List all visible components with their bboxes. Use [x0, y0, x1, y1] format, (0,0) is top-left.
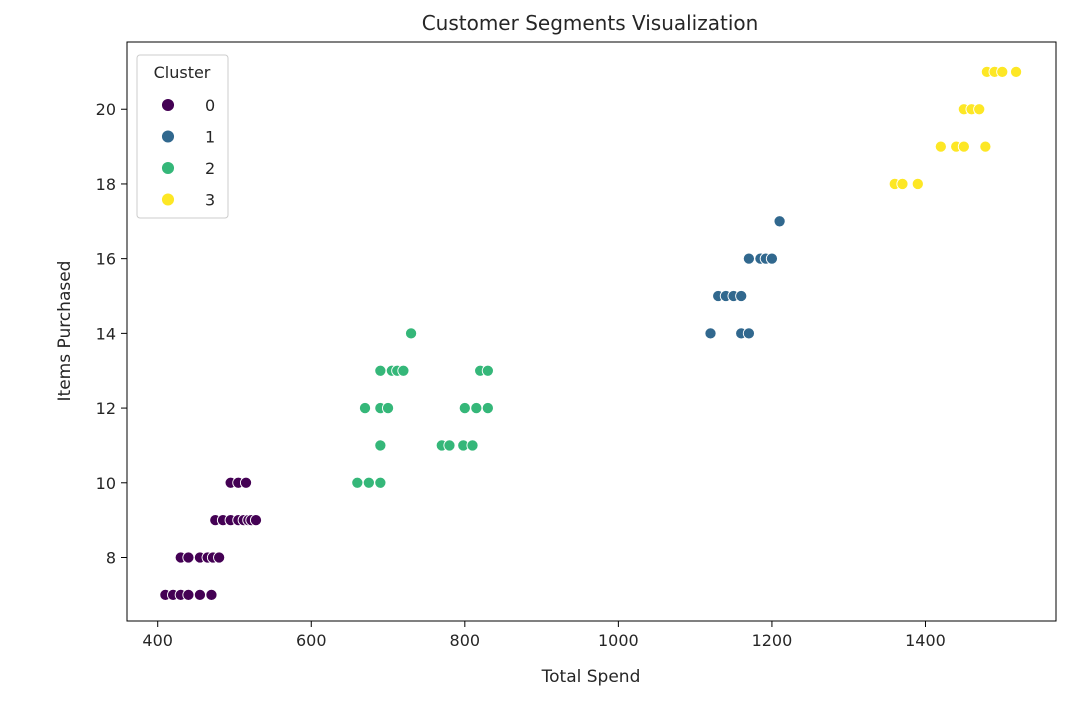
data-point	[896, 177, 909, 190]
data-point	[735, 289, 748, 303]
data-point	[381, 402, 395, 415]
y-tick-label: 12	[96, 399, 116, 418]
data-point	[773, 215, 786, 228]
data-point	[458, 402, 471, 415]
data-point	[249, 514, 263, 527]
data-point	[205, 588, 218, 601]
y-tick-label: 18	[96, 175, 116, 194]
legend-box	[136, 54, 229, 219]
data-point	[466, 439, 479, 452]
legend-entry-label: 1	[205, 128, 215, 147]
data-point	[996, 65, 1009, 78]
y-tick-label: 20	[96, 100, 116, 119]
y-tick-label: 16	[96, 250, 116, 269]
x-axis: 400 600 800 1000 1200 1400	[142, 621, 946, 650]
data-point	[934, 140, 947, 153]
x-axis-label: Total Spend	[541, 667, 641, 687]
data-point	[239, 476, 253, 489]
legend-marker	[161, 129, 175, 144]
y-tick-label: 10	[96, 474, 116, 493]
data-point	[765, 252, 778, 265]
data-point	[911, 177, 924, 190]
data-point	[979, 140, 992, 153]
data-point	[470, 402, 483, 415]
data-point	[704, 327, 717, 340]
legend-entry-label: 0	[205, 96, 215, 115]
y-axis-label: Items Purchased	[55, 261, 75, 402]
x-tick-label: 1000	[598, 631, 639, 650]
legend-marker	[161, 161, 175, 175]
data-point	[351, 476, 364, 489]
data-point	[443, 439, 456, 452]
legend-marker	[161, 98, 175, 112]
data-point	[742, 327, 755, 340]
data-point	[481, 364, 494, 377]
data-point	[973, 103, 986, 116]
data-point	[182, 588, 195, 601]
legend-entry-label: 3	[205, 191, 215, 210]
data-point	[213, 551, 226, 564]
data-point	[362, 476, 375, 489]
x-tick-label: 600	[296, 631, 327, 650]
x-tick-label: 400	[142, 631, 173, 650]
data-point	[742, 252, 755, 265]
x-tick-label: 1200	[752, 631, 793, 650]
data-point	[957, 140, 970, 153]
plot-frame	[126, 41, 1057, 622]
data-point	[481, 402, 494, 415]
data-point	[374, 476, 387, 489]
data-point	[182, 551, 195, 564]
plot-area	[159, 65, 1023, 601]
data-point	[374, 439, 387, 452]
legend: Cluster 0 1 2 3	[136, 54, 229, 219]
legend-marker	[161, 192, 175, 207]
x-tick-label: 1400	[905, 631, 946, 650]
data-point	[374, 364, 387, 377]
x-tick-label: 800	[450, 631, 481, 650]
y-tick-label: 14	[96, 324, 116, 343]
data-point	[193, 588, 206, 601]
data-point	[405, 327, 418, 340]
data-point	[397, 364, 410, 377]
y-tick-label: 8	[106, 548, 116, 567]
legend-title: Cluster	[154, 63, 211, 82]
data-point	[1010, 65, 1023, 78]
y-axis: 8 10 12 14 16 18 20	[96, 100, 127, 567]
data-point	[358, 402, 372, 415]
chart-title: Customer Segments Visualization	[422, 11, 759, 35]
legend-entry-label: 2	[205, 159, 215, 178]
